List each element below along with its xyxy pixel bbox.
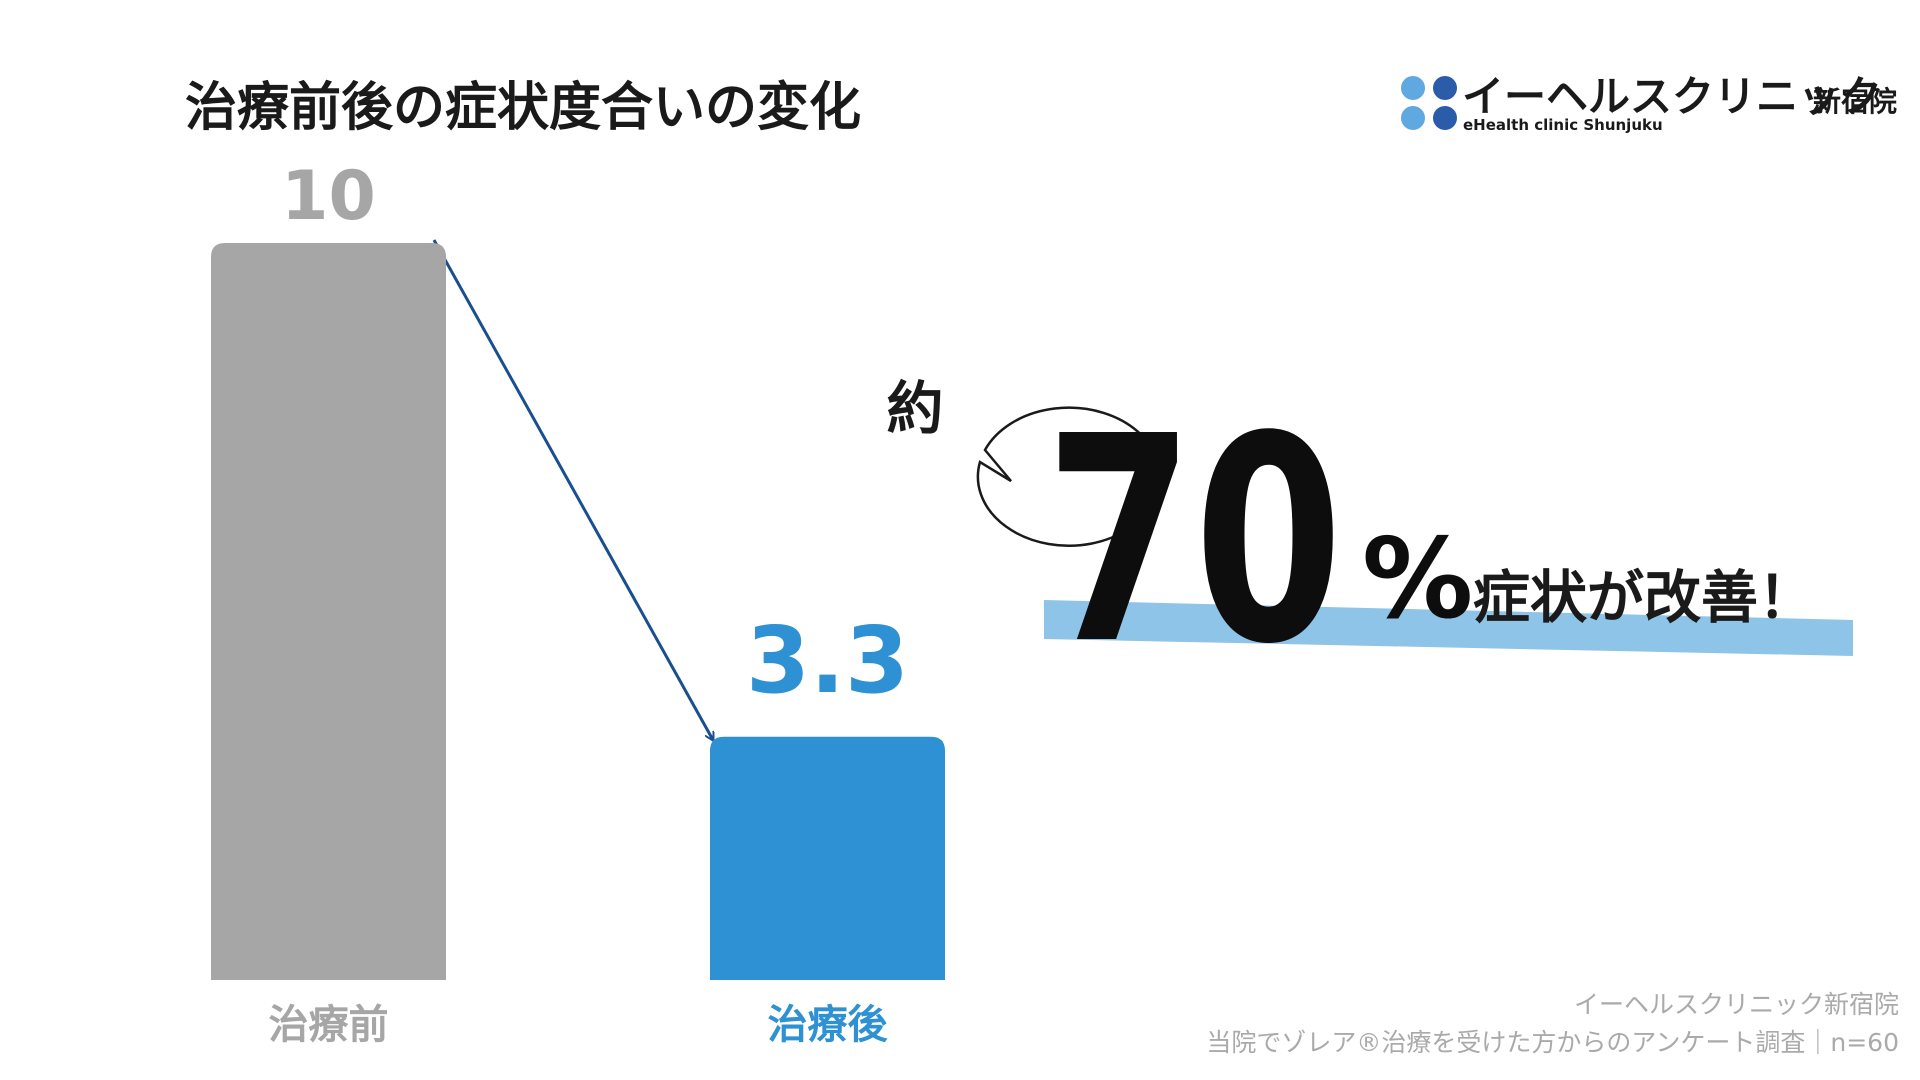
logo-subtitle: eHealth clinic Shunjuku: [1463, 116, 1663, 134]
annotation-text: 症状が改善！: [1473, 565, 1815, 631]
logo-name: イーヘルスクリニック: [1462, 72, 1882, 121]
chart-title: 治療前後の症状度合いの変化: [185, 78, 861, 138]
x-tick-label: 治療前: [269, 1002, 389, 1048]
speech-bubble: [976, 406, 1162, 547]
highlight-band: [1044, 600, 1853, 656]
footer-clinic: イーヘルスクリニック新宿院: [1574, 990, 1899, 1019]
logo-dot: [1433, 76, 1457, 100]
value-label: 3.3: [746, 607, 909, 714]
bar: [710, 736, 945, 980]
x-tick-label: 治療後: [768, 1002, 889, 1048]
logo: イーヘルスクリニック 新宿院 eHealth clinic Shunjuku: [1401, 72, 1897, 134]
logo-dot: [1401, 76, 1425, 100]
annotation-prefix: 約: [887, 376, 944, 442]
trend-arrow: [432, 239, 713, 740]
bar: [211, 243, 446, 980]
annotation-unit: %: [1362, 515, 1473, 644]
logo-dot: [1433, 106, 1457, 130]
footer-note: 当院でゾレア®治療を受けた方からのアンケート調査｜n=60: [1206, 1028, 1899, 1057]
value-label: 10: [281, 157, 376, 236]
logo-dot: [1401, 106, 1425, 130]
annotation-value: 70: [1045, 375, 1343, 706]
logo-branch: 新宿院: [1813, 85, 1897, 118]
